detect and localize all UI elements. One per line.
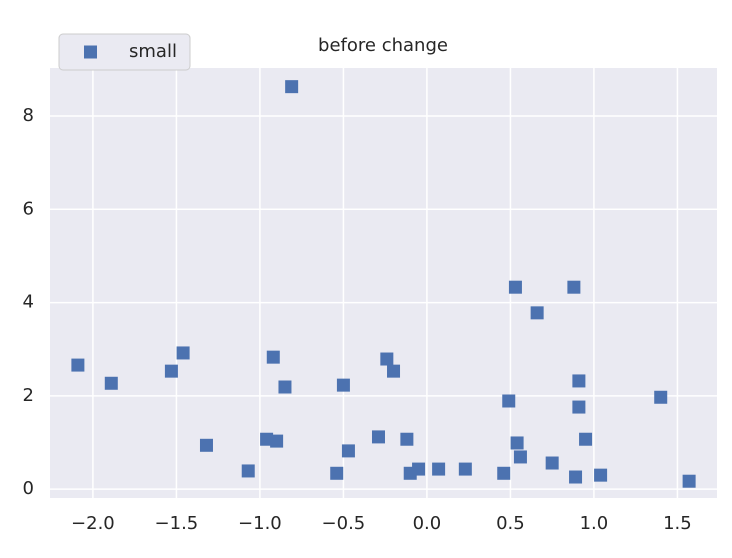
point xyxy=(458,462,472,476)
point xyxy=(164,364,178,378)
point xyxy=(71,358,85,372)
point xyxy=(270,434,284,448)
point xyxy=(682,474,696,488)
point xyxy=(569,470,583,484)
point xyxy=(572,374,586,388)
point xyxy=(387,364,401,378)
x-tick-label: −1.5 xyxy=(155,513,199,534)
point xyxy=(530,306,544,320)
x-tick-label: 0.0 xyxy=(413,513,442,534)
point xyxy=(371,430,385,444)
point xyxy=(432,462,446,476)
y-tick-label: 8 xyxy=(23,105,34,126)
x-tick-label: −0.5 xyxy=(322,513,366,534)
point xyxy=(654,390,668,404)
point xyxy=(104,376,118,390)
point xyxy=(502,394,516,408)
point xyxy=(513,450,527,464)
point xyxy=(285,80,299,94)
point xyxy=(545,456,559,470)
point xyxy=(341,444,355,458)
point xyxy=(594,468,608,482)
legend: small xyxy=(58,33,191,71)
point xyxy=(199,438,213,452)
y-tick-label: 0 xyxy=(23,478,34,499)
legend-marker xyxy=(84,45,97,59)
legend-box xyxy=(58,33,191,71)
point xyxy=(176,346,190,360)
plot-area xyxy=(50,68,717,498)
legend-label: small xyxy=(129,41,177,62)
chart-title: before change xyxy=(318,35,448,56)
point xyxy=(330,466,344,480)
point xyxy=(412,462,426,476)
point xyxy=(497,466,511,480)
y-tick-label: 2 xyxy=(23,385,34,406)
point xyxy=(400,432,414,446)
x-tick-label: 0.5 xyxy=(496,513,525,534)
point xyxy=(380,352,394,366)
point xyxy=(510,436,524,450)
x-tick-label: 1.0 xyxy=(580,513,609,534)
point xyxy=(241,464,255,478)
x-tick-label: 1.5 xyxy=(663,513,692,534)
point xyxy=(508,280,522,294)
point xyxy=(579,432,593,446)
point xyxy=(336,378,350,392)
point xyxy=(572,400,586,414)
point xyxy=(260,432,274,446)
point xyxy=(266,350,280,364)
point xyxy=(567,280,581,294)
y-tick-label: 6 xyxy=(23,198,34,219)
x-tick-label: −2.0 xyxy=(71,513,115,534)
y-tick-label: 4 xyxy=(23,292,34,313)
point xyxy=(278,380,292,394)
x-tick-label: −1.0 xyxy=(238,513,282,534)
